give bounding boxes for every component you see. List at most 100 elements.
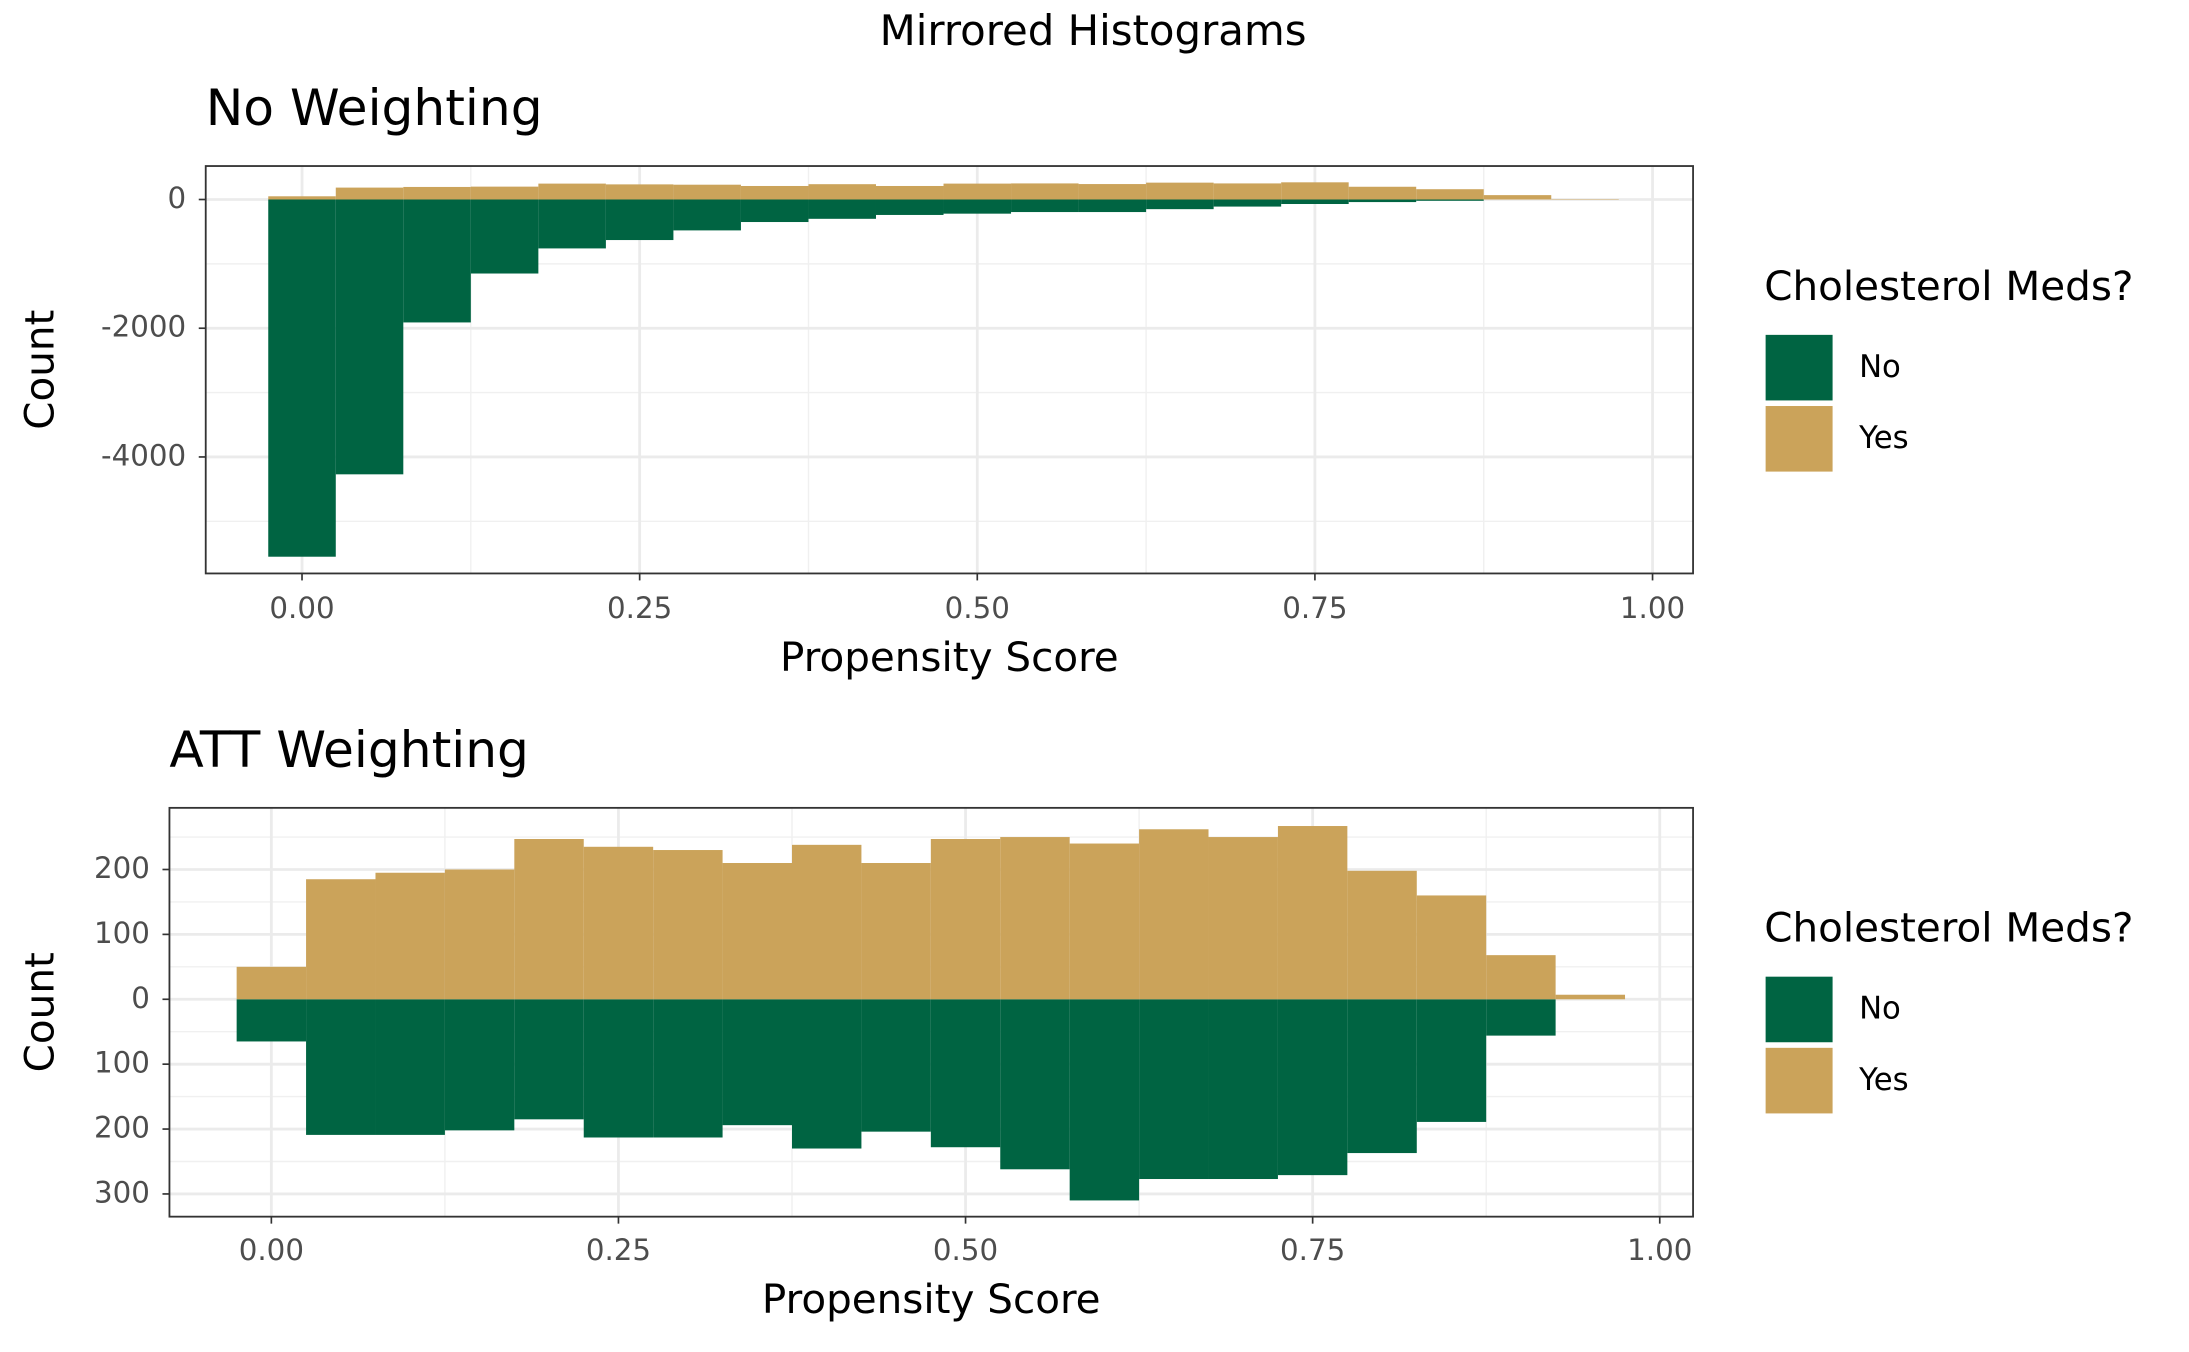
- histogram-bar: [583, 846, 654, 1000]
- histogram-bar: [1486, 999, 1556, 1036]
- histogram-bar: [1011, 183, 1079, 200]
- histogram-bar: [236, 966, 307, 1000]
- histogram-bar: [1213, 183, 1282, 200]
- histogram-bar: [306, 999, 376, 1135]
- x-tick-label: 0.75: [1280, 1233, 1345, 1267]
- histogram-bar: [861, 999, 931, 1132]
- y-tick-label: 100: [94, 1046, 150, 1080]
- histogram-bar: [1069, 999, 1140, 1201]
- histogram-bar: [740, 199, 809, 223]
- histogram-bar: [653, 850, 723, 1000]
- histogram-bar: [875, 199, 944, 215]
- main-title: Mirrored Histograms: [880, 6, 1307, 55]
- histogram-bar: [792, 844, 862, 1000]
- x-tick-label: 0.75: [1282, 591, 1347, 625]
- histogram-bar: [1277, 999, 1348, 1176]
- histogram-bar: [583, 999, 654, 1138]
- histogram-bar: [943, 183, 1012, 200]
- histogram-bar: [722, 999, 793, 1126]
- legend-key: [1765, 976, 1833, 1043]
- histogram-bar: [740, 185, 809, 200]
- histogram-bar: [1146, 199, 1214, 210]
- x-tick-label: 0.25: [586, 1233, 651, 1267]
- histogram-bar: [930, 838, 1001, 1000]
- histogram-bar: [306, 879, 376, 1000]
- histogram-bar: [538, 183, 606, 200]
- histogram-bar: [268, 199, 336, 557]
- legend-label: No: [1859, 350, 1901, 385]
- histogram-bar: [1348, 186, 1417, 200]
- x-tick-label: 0.00: [269, 591, 334, 625]
- y-axis-title: Count: [15, 310, 63, 430]
- histogram-bar: [1069, 843, 1140, 1000]
- histogram-bar: [1078, 199, 1147, 213]
- y-tick-label: -2000: [101, 310, 186, 344]
- histogram-bar: [943, 199, 1012, 214]
- histogram-bar: [875, 185, 944, 200]
- plot-border: [204, 165, 1694, 575]
- legend-key: [1765, 406, 1833, 472]
- histogram-bar: [1011, 199, 1079, 213]
- histogram-bar: [403, 186, 471, 200]
- histogram-bar: [1208, 837, 1278, 1000]
- panel-title: ATT Weighting: [169, 720, 529, 779]
- histogram-bar: [722, 863, 793, 1000]
- y-tick-label: 200: [94, 851, 150, 885]
- histogram-bar: [444, 999, 515, 1131]
- histogram-bar: [514, 838, 584, 1000]
- x-tick-label: 0.25: [607, 591, 672, 625]
- x-axis-title: Propensity Score: [762, 1275, 1101, 1323]
- histogram-bar: [1348, 199, 1417, 203]
- histogram-bar: [375, 999, 445, 1135]
- histogram-bar: [1213, 199, 1282, 207]
- histogram-bar: [673, 184, 741, 200]
- histogram-bar: [470, 186, 539, 200]
- histogram-bar: [673, 199, 741, 231]
- y-tick-label: 0: [131, 981, 150, 1015]
- histogram-bar: [1483, 195, 1552, 200]
- histogram-bar: [653, 999, 723, 1138]
- histogram-bar: [930, 999, 1001, 1148]
- y-tick-label: 100: [94, 916, 150, 950]
- y-tick-label: 0: [168, 181, 187, 215]
- histogram-bar: [470, 199, 539, 274]
- histogram-bar: [1486, 955, 1556, 1000]
- histogram-bar: [335, 187, 404, 200]
- legend-key: [1765, 334, 1833, 401]
- histogram-bar: [861, 863, 931, 1000]
- histogram-bar: [1416, 199, 1484, 201]
- histogram-bar: [605, 184, 674, 200]
- x-tick-label: 1.00: [1627, 1233, 1692, 1267]
- y-tick-label: 200: [94, 1111, 150, 1145]
- histogram-bar: [403, 199, 471, 323]
- histogram-bar: [514, 999, 584, 1120]
- plot-border: [168, 806, 1694, 1218]
- histogram-bar: [1000, 999, 1070, 1170]
- histogram-bar: [1347, 870, 1417, 1000]
- histogram-bar: [605, 199, 674, 241]
- legend-key: [1765, 1047, 1833, 1114]
- histogram-bar: [1078, 184, 1147, 200]
- histogram-bar: [1281, 199, 1349, 205]
- histogram-bar: [1347, 999, 1417, 1154]
- y-tick-label: -4000: [101, 438, 186, 472]
- y-axis-title: Count: [15, 952, 63, 1072]
- panel-title: No Weighting: [206, 78, 543, 137]
- x-axis-title: Propensity Score: [780, 633, 1119, 681]
- histogram-bar: [1139, 829, 1209, 1000]
- histogram-bar: [1281, 182, 1349, 200]
- legend-title: Cholesterol Meds?: [1764, 904, 2133, 952]
- y-tick-label: 300: [94, 1175, 150, 1209]
- histogram-bar: [1139, 999, 1209, 1180]
- histogram-bar: [236, 999, 307, 1042]
- x-tick-label: 0.50: [933, 1233, 998, 1267]
- histogram-bar: [808, 184, 876, 200]
- histogram-bar: [538, 199, 606, 249]
- histogram-bar: [375, 872, 445, 1000]
- legend-label: Yes: [1858, 1063, 1909, 1098]
- histogram-bar: [1416, 189, 1484, 200]
- x-tick-label: 1.00: [1620, 591, 1685, 625]
- legend-label: No: [1859, 992, 1901, 1027]
